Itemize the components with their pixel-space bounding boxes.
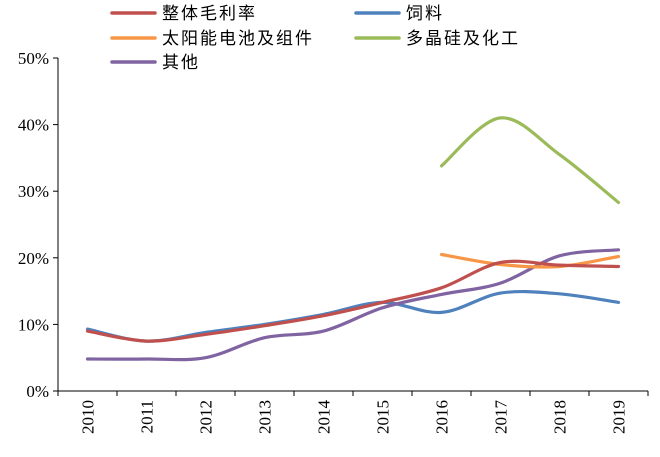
- x-tick-label: 2014: [315, 400, 334, 435]
- series-line-0: [85, 259, 621, 343]
- y-tick-label: 20%: [18, 249, 49, 268]
- y-tick-label: 40%: [18, 116, 49, 135]
- x-tick-label: 2010: [79, 400, 98, 434]
- series-line-2: [439, 252, 621, 269]
- x-tick-label: 2019: [610, 400, 629, 434]
- y-tick-label: 50%: [18, 49, 49, 68]
- x-tick-label: 2013: [256, 400, 275, 434]
- legend-label-4: 其他: [162, 53, 200, 73]
- legend-label-2: 太阳能电池及组件: [162, 29, 314, 49]
- series-line-1: [85, 289, 621, 343]
- series-line-3: [439, 116, 621, 205]
- legend-label-0: 整体毛利率: [162, 4, 257, 24]
- x-tick-label: 2018: [551, 400, 570, 434]
- x-tick-label: 2017: [492, 400, 511, 435]
- x-tick-label: 2012: [197, 400, 216, 434]
- x-tick-label: 2016: [433, 400, 452, 434]
- y-tick-label: 0%: [26, 382, 49, 401]
- y-tick-label: 10%: [18, 315, 49, 334]
- x-tick-label: 2011: [138, 400, 157, 433]
- chart-axes: 0% 10% 20% 30% 40% 50% 2010 2011 2012 2013 2014 201…: [18, 49, 649, 435]
- y-tick-label: 30%: [18, 182, 49, 201]
- legend-label-1: 饲料: [406, 4, 444, 24]
- series-lines: [85, 116, 621, 362]
- series-line-4: [85, 248, 621, 362]
- legend-label-3: 多晶硅及化工: [406, 29, 520, 49]
- x-tick-label: 2015: [374, 400, 393, 434]
